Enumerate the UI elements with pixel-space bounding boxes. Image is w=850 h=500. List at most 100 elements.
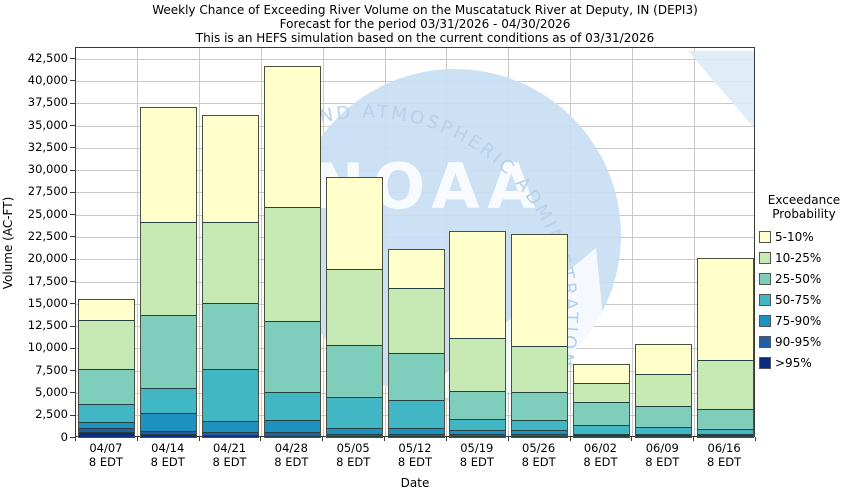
y-tick-label: 15,000 (27, 295, 68, 310)
bar-segment-25-50% (264, 321, 320, 393)
y-tick-mark (70, 437, 75, 438)
legend-swatch-icon (759, 314, 771, 327)
bar-05/26 (511, 233, 569, 438)
bar-segment->95% (79, 431, 135, 437)
y-tick-label: 12,500 (27, 318, 68, 333)
y-tick-label: 17,500 (27, 273, 68, 288)
y-tick-mark (70, 303, 75, 305)
bar-segment-10-25% (79, 320, 135, 370)
bar-segment-50-75% (697, 428, 753, 434)
legend: Exceedance Probability 5-10% 10-25% 25-50%… (759, 193, 849, 373)
bar-segment-5-10% (79, 299, 135, 321)
bar-segment-50-75% (388, 399, 444, 428)
x-tick-label-06/02: 06/02 8 EDT (583, 441, 618, 469)
bar-05/05 (325, 176, 383, 438)
bar-segment-25-50% (388, 352, 444, 400)
legend-item-10-25%: 10-25% (759, 247, 849, 268)
bar-segment-75-90% (388, 427, 444, 434)
bar-segment-50-75% (512, 419, 568, 431)
x-tick-mark (755, 437, 756, 441)
bar-segment-90-95% (326, 433, 382, 436)
x-tick-mark (569, 437, 571, 441)
bar-segment-75-90% (203, 421, 259, 432)
y-tick-mark (70, 347, 75, 349)
bar-segment-10-25% (697, 359, 753, 409)
legend-item-label: 50-75% (775, 292, 822, 307)
bar-segment-90-95% (388, 433, 444, 436)
x-tick-label-06/09: 06/09 8 EDT (645, 441, 680, 469)
x-tick-mark (631, 437, 633, 441)
chart-note: This is an HEFS simulation based on the … (195, 31, 655, 45)
bar-segment-90-95% (512, 433, 568, 436)
bar-05/12 (387, 249, 445, 438)
bar-04/28 (263, 66, 321, 438)
legend-items: 5-10% 10-25% 25-50% 50-75% 75-90% 90-95% >95% (759, 226, 849, 373)
bar-segment-25-50% (512, 391, 568, 420)
bar-segment-10-25% (635, 373, 691, 406)
legend-item-label: 25-50% (775, 271, 822, 286)
y-tick-mark (70, 281, 75, 282)
bar-segment-25-50% (635, 405, 691, 427)
bar-segment-25-50% (326, 344, 382, 397)
bar-06/09 (634, 344, 692, 438)
bar-segment->95% (512, 435, 568, 437)
y-tick-mark (70, 102, 75, 104)
x-tick-label-05/19: 05/19 8 EDT (459, 441, 494, 469)
bar-segment-5-10% (264, 67, 320, 208)
bar-04/07 (78, 298, 136, 438)
x-gridline (137, 48, 138, 436)
y-tick-label: 5,000 (35, 384, 68, 399)
bar-segment-25-50% (450, 391, 506, 419)
y-tick-label: 37,500 (27, 95, 68, 110)
bar-segment-90-95% (697, 435, 753, 436)
legend-item-50-75%: 50-75% (759, 289, 849, 310)
bar-segment-10-25% (512, 346, 568, 392)
x-tick-mark (445, 437, 447, 441)
bar-segment-10-25% (326, 269, 382, 345)
legend-item-label: 90-95% (775, 334, 822, 349)
y-tick-mark (70, 147, 75, 149)
chart-titles: Weekly Chance of Exceeding River Volume … (0, 3, 850, 45)
x-tick-mark (384, 437, 386, 441)
y-tick-mark (70, 58, 75, 60)
bar-04/14 (140, 107, 198, 438)
x-tick-label-06/16: 06/16 8 EDT (707, 441, 742, 469)
x-tick-mark (75, 437, 76, 441)
bar-segment-50-75% (264, 392, 320, 421)
y-tick-label: 2,500 (35, 407, 68, 422)
plot-area: NOAA C AND ATMOSPHERIC ADMINISTRATION (75, 47, 755, 438)
legend-item-25-50%: 25-50% (759, 268, 849, 289)
bar-segment-5-10% (573, 365, 629, 383)
bar-segment->95% (388, 435, 444, 437)
bar-segment->95% (573, 435, 629, 437)
bar-segment-75-90% (697, 434, 753, 435)
x-tick-label-05/05: 05/05 8 EDT (336, 441, 371, 469)
bar-segment->95% (203, 435, 259, 437)
bar-segment-50-75% (203, 368, 259, 422)
bar-segment->95% (326, 435, 382, 437)
y-tick-mark (70, 125, 75, 126)
bar-segment-90-95% (264, 432, 320, 436)
bar-segment-50-75% (573, 425, 629, 434)
x-tick-mark (198, 437, 200, 441)
bar-segment-90-95% (573, 434, 629, 436)
bar-segment-25-50% (79, 369, 135, 404)
bar-04/21 (202, 115, 260, 438)
y-tick-mark (70, 236, 75, 238)
y-tick-mark (70, 370, 75, 372)
bar-segment-75-90% (573, 433, 629, 435)
y-tick-mark (70, 80, 75, 82)
bar-segment-75-90% (326, 427, 382, 434)
bar-segment-75-90% (635, 433, 691, 435)
bar-segment-5-10% (141, 108, 197, 223)
x-gridline (632, 48, 633, 436)
bar-segment-10-25% (573, 382, 629, 402)
legend-item->95%: >95% (759, 352, 849, 373)
x-axis-title: Date (400, 476, 430, 490)
legend-item-label: 10-25% (775, 250, 822, 265)
legend-item-5-10%: 5-10% (759, 226, 849, 247)
legend-swatch-icon (759, 251, 771, 264)
bar-segment-25-50% (141, 315, 197, 388)
y-tick-label: 35,000 (27, 117, 68, 132)
legend-swatch-icon (759, 230, 771, 243)
